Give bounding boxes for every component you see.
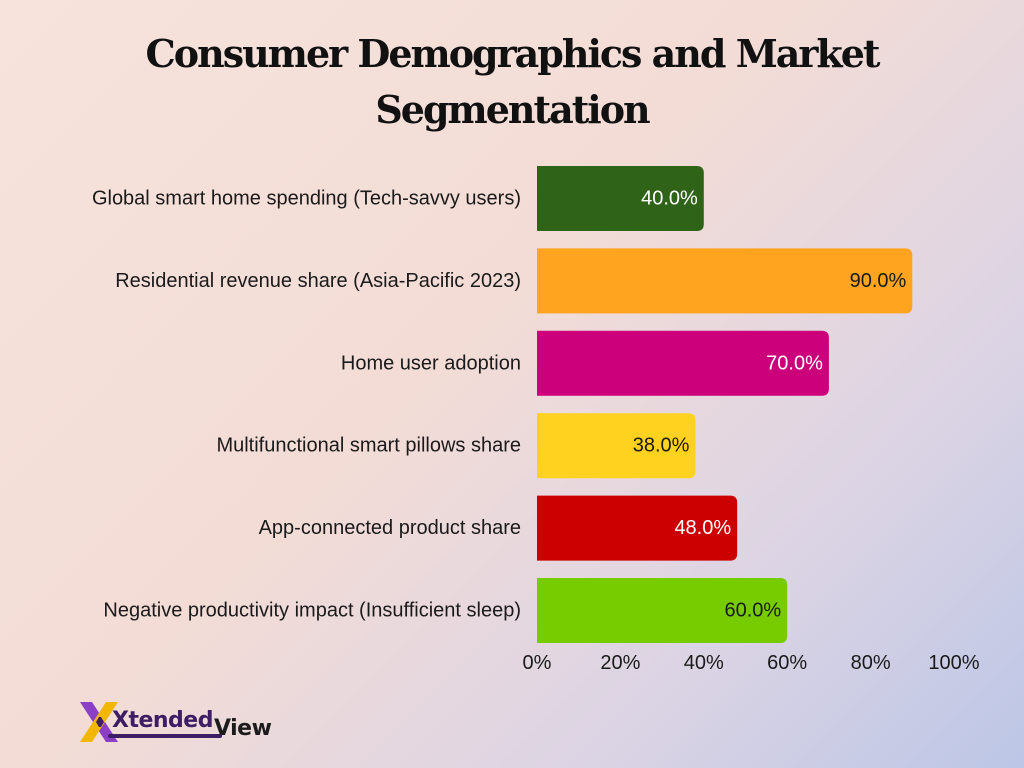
logo-text-xtended: Xtended bbox=[112, 708, 213, 733]
chart-title-line-2: Segmentation bbox=[375, 87, 650, 132]
value-label-1: 40.0% bbox=[641, 188, 698, 210]
bar-2 bbox=[537, 248, 913, 314]
category-label-6: Negative productivity impact (Insufficie… bbox=[103, 600, 521, 622]
chart-title-line-1: Consumer Demographics and Market bbox=[145, 31, 881, 76]
category-label-5: App-connected product share bbox=[259, 517, 521, 539]
value-label-6: 60.0% bbox=[724, 600, 781, 622]
value-label-4: 38.0% bbox=[633, 435, 690, 457]
value-label-3: 70.0% bbox=[766, 352, 823, 374]
bar-6 bbox=[537, 578, 788, 643]
bar-chart: Global smart home spending (Tech-savvy u… bbox=[92, 166, 980, 674]
bar-5 bbox=[537, 495, 738, 561]
logo-text-view: View bbox=[214, 716, 272, 741]
x-tick-label-6: 100% bbox=[928, 652, 979, 674]
bar-1 bbox=[537, 166, 704, 231]
value-label-2: 90.0% bbox=[850, 270, 907, 292]
category-label-1: Global smart home spending (Tech-savvy u… bbox=[92, 188, 521, 210]
category-label-4: Multifunctional smart pillows share bbox=[216, 435, 521, 457]
bar-4 bbox=[537, 413, 696, 479]
chart-title: Consumer Demographics and Market Segment… bbox=[0, 26, 1024, 138]
category-label-3: Home user adoption bbox=[341, 352, 521, 374]
value-label-5: 48.0% bbox=[674, 517, 731, 539]
x-tick-label-1: 0% bbox=[523, 652, 552, 674]
category-label-2: Residential revenue share (Asia-Pacific … bbox=[115, 270, 521, 292]
x-tick-label-5: 80% bbox=[851, 652, 891, 674]
x-tick-label-2: 20% bbox=[600, 652, 640, 674]
bar-3 bbox=[537, 330, 829, 396]
x-logo-icon bbox=[80, 702, 118, 742]
x-tick-label-4: 60% bbox=[767, 652, 807, 674]
x-tick-label-3: 40% bbox=[684, 652, 724, 674]
logo-underline bbox=[108, 734, 222, 738]
